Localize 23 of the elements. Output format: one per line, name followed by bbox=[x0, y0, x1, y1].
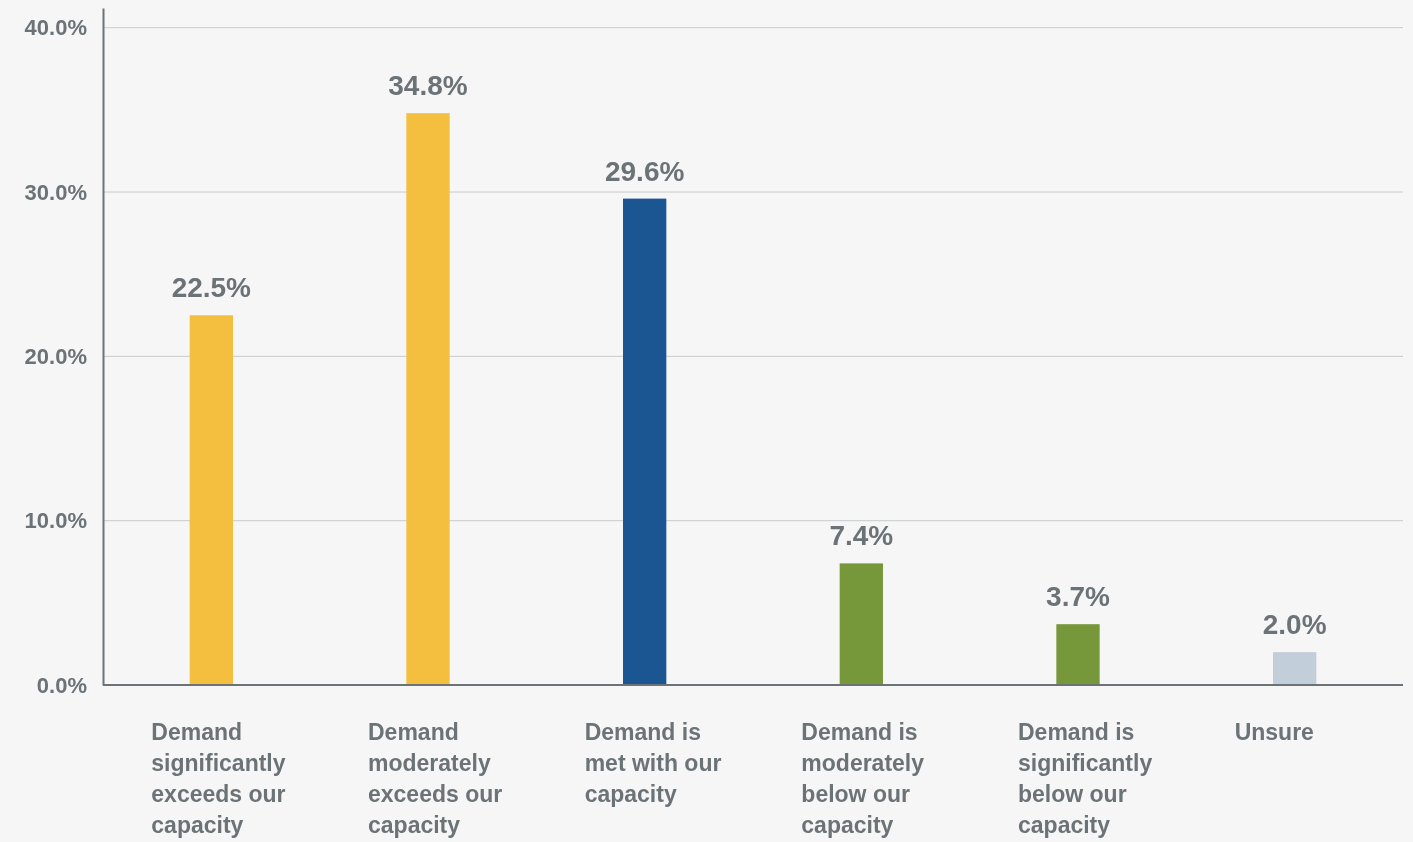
bar bbox=[1056, 624, 1100, 685]
y-tick-label: 0.0% bbox=[36, 672, 87, 698]
x-tick-label: Demand is met with our capacity bbox=[584, 719, 722, 807]
bar bbox=[839, 563, 883, 685]
y-tick-label: 30.0% bbox=[24, 179, 87, 205]
data-label: 2.0% bbox=[1262, 609, 1327, 641]
bar bbox=[189, 315, 233, 685]
bar bbox=[1273, 652, 1317, 685]
data-label: 34.8% bbox=[388, 70, 468, 102]
bar bbox=[406, 113, 450, 685]
y-tick-label: 20.0% bbox=[24, 343, 87, 369]
y-tick-label: 40.0% bbox=[24, 15, 87, 41]
x-tick-label: Demand is significantly below our capacity bbox=[1018, 719, 1153, 838]
data-label: 22.5% bbox=[171, 272, 252, 304]
x-tick-label: Demand moderately exceeds our capacity bbox=[368, 719, 503, 838]
data-label: 3.7% bbox=[1046, 581, 1111, 613]
data-label: 29.6% bbox=[604, 155, 685, 187]
bar bbox=[623, 198, 667, 685]
data-label: 7.4% bbox=[829, 520, 894, 552]
x-tick-label: Demand is moderately below our capacity bbox=[801, 719, 925, 838]
y-tick-label: 10.0% bbox=[24, 508, 87, 534]
x-tick-label: Demand significantly exceeds our capacity bbox=[151, 719, 286, 838]
x-tick-label: Unsure bbox=[1234, 719, 1314, 745]
